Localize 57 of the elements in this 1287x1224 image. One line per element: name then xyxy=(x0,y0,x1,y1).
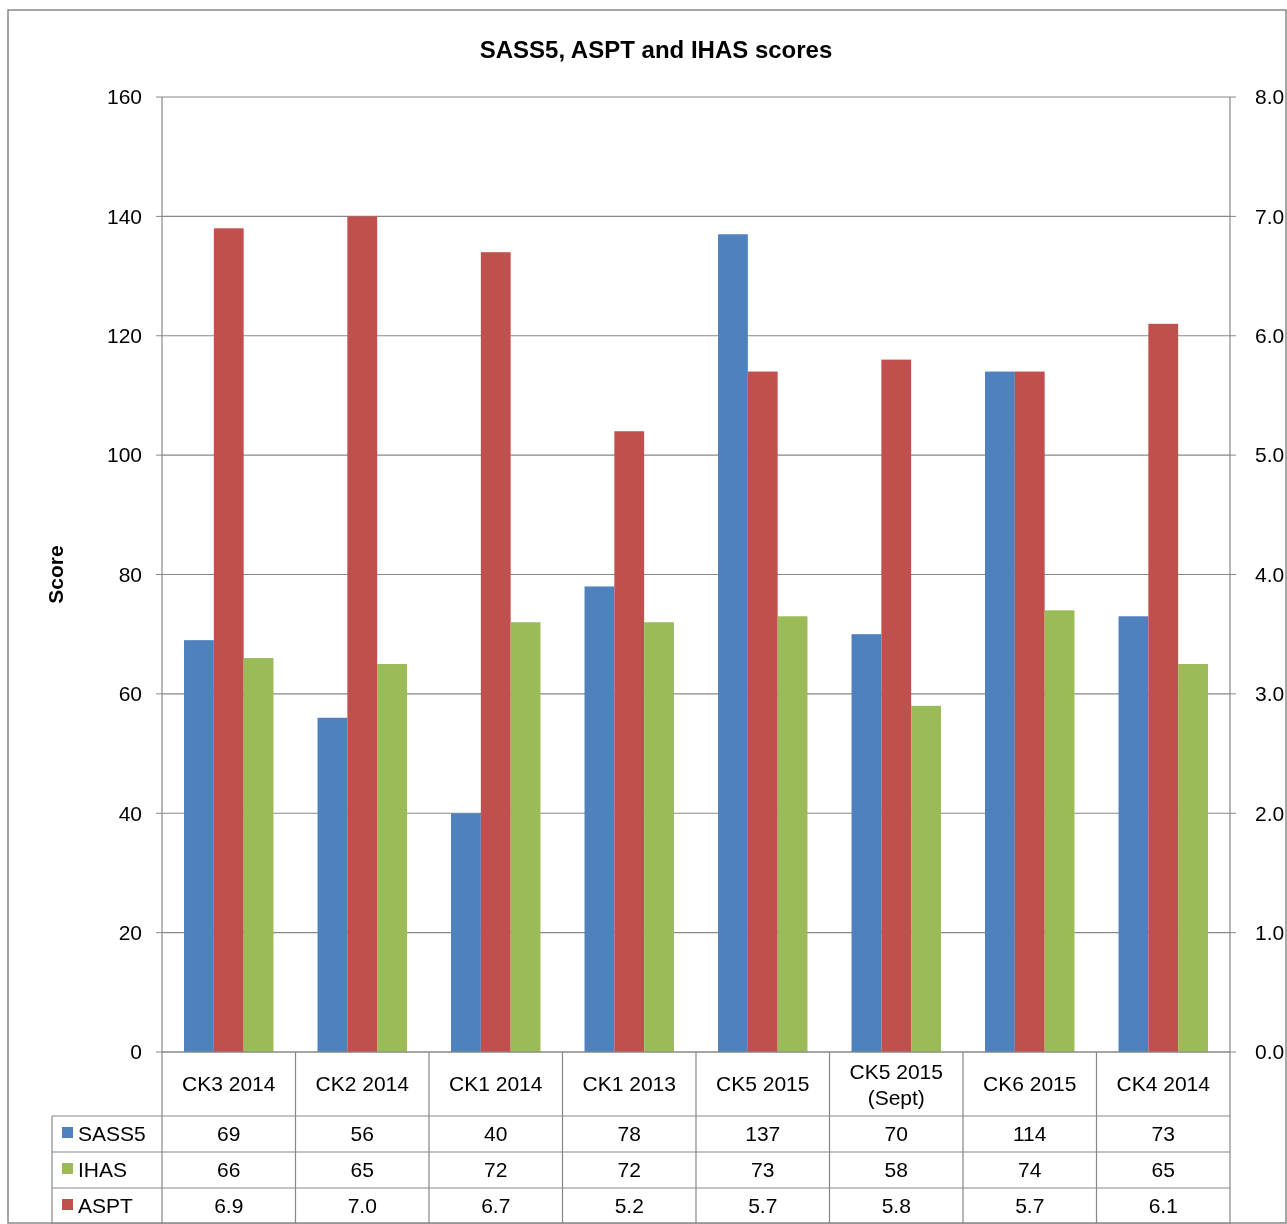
x-tick-label: CK1 2013 xyxy=(582,1072,676,1096)
legend-label: IHAS xyxy=(78,1158,128,1182)
y-tick-label: 140 xyxy=(106,204,142,228)
data-label: 65 xyxy=(1151,1158,1175,1182)
data-label: 58 xyxy=(884,1158,908,1182)
y-tick-label: 160 xyxy=(106,85,142,109)
data-label: 78 xyxy=(617,1122,641,1146)
data-label: 5.2 xyxy=(614,1194,644,1218)
y-axis-title: Score xyxy=(44,545,67,604)
y2-tick-label: 5.0 xyxy=(1255,443,1285,467)
y2-tick-label: 1.0 xyxy=(1255,920,1285,944)
data-label: 72 xyxy=(617,1158,641,1182)
y2-tick-label: 6.0 xyxy=(1255,324,1285,348)
x-tick-label: CK4 2014 xyxy=(1116,1072,1211,1096)
data-label: 6.1 xyxy=(1148,1194,1178,1218)
data-label: 70 xyxy=(884,1122,908,1146)
data-label: 74 xyxy=(1018,1158,1042,1182)
y2-tick-label: 8.0 xyxy=(1255,85,1285,109)
data-label: 66 xyxy=(217,1158,241,1182)
chart-title: SASS5, ASPT and IHAS scores xyxy=(479,36,833,63)
data-label: 6.7 xyxy=(481,1194,511,1218)
y-tick-label: 120 xyxy=(106,324,142,348)
legend-label: SASS5 xyxy=(78,1122,146,1146)
data-label: 69 xyxy=(217,1122,241,1146)
data-label: 72 xyxy=(484,1158,508,1182)
data-label: 73 xyxy=(751,1158,775,1182)
y-tick-label: 20 xyxy=(118,920,142,944)
y2-tick-label: 0.0 xyxy=(1255,1040,1285,1064)
y-tick-label: 100 xyxy=(106,443,142,467)
data-label: 40 xyxy=(484,1122,508,1146)
x-tick-label: CK1 2014 xyxy=(449,1072,543,1096)
bar xyxy=(451,813,481,1052)
data-label: 114 xyxy=(1013,1122,1047,1146)
legend-label: ASPT xyxy=(78,1194,134,1218)
x-tick-label: CK5 2015 (Sept) xyxy=(849,1060,943,1110)
data-label: 5.7 xyxy=(1015,1194,1045,1218)
data-label: 56 xyxy=(350,1122,374,1146)
y-tick-label: 0 xyxy=(130,1040,142,1064)
data-label: 137 xyxy=(745,1122,781,1146)
y-tick-label: 80 xyxy=(118,562,142,586)
data-label: 73 xyxy=(1151,1122,1175,1146)
data-label: 5.7 xyxy=(748,1194,778,1218)
data-label: 5.8 xyxy=(881,1194,911,1218)
y2-tick-label: 4.0 xyxy=(1255,562,1285,586)
y-tick-label: 40 xyxy=(118,801,142,825)
data-label: 7.0 xyxy=(347,1194,377,1218)
data-label: 65 xyxy=(350,1158,374,1182)
y-tick-label: 60 xyxy=(118,682,142,706)
x-tick-label: CK2 2014 xyxy=(315,1072,410,1096)
x-tick-label: CK6 2015 xyxy=(983,1072,1077,1096)
y2-tick-label: 2.0 xyxy=(1255,801,1285,825)
x-tick-label: CK3 2014 xyxy=(182,1072,276,1096)
data-label: 6.9 xyxy=(214,1194,244,1218)
y2-tick-label: 3.0 xyxy=(1255,682,1285,706)
bar xyxy=(347,216,378,1052)
x-tick-label: CK5 2015 xyxy=(716,1072,810,1096)
y2-tick-label: 7.0 xyxy=(1255,204,1285,228)
